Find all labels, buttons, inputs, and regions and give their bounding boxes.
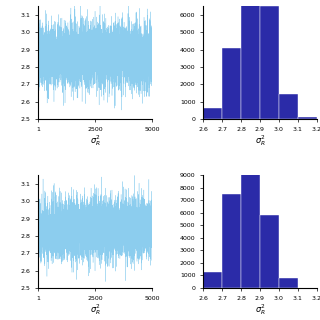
Bar: [222, 194, 241, 288]
Bar: [279, 277, 298, 288]
Bar: [203, 272, 222, 288]
Bar: [222, 48, 241, 119]
Bar: [203, 108, 222, 119]
X-axis label: $\sigma^2_R$: $\sigma^2_R$: [254, 133, 265, 148]
Bar: [279, 94, 298, 119]
Bar: [241, 0, 260, 119]
X-axis label: $\sigma^2_R$: $\sigma^2_R$: [90, 133, 101, 148]
Bar: [241, 133, 260, 288]
X-axis label: $\sigma^2_R$: $\sigma^2_R$: [90, 302, 101, 317]
Bar: [260, 5, 279, 119]
Bar: [260, 215, 279, 288]
X-axis label: $\sigma^2_R$: $\sigma^2_R$: [254, 302, 265, 317]
Bar: [298, 117, 317, 119]
